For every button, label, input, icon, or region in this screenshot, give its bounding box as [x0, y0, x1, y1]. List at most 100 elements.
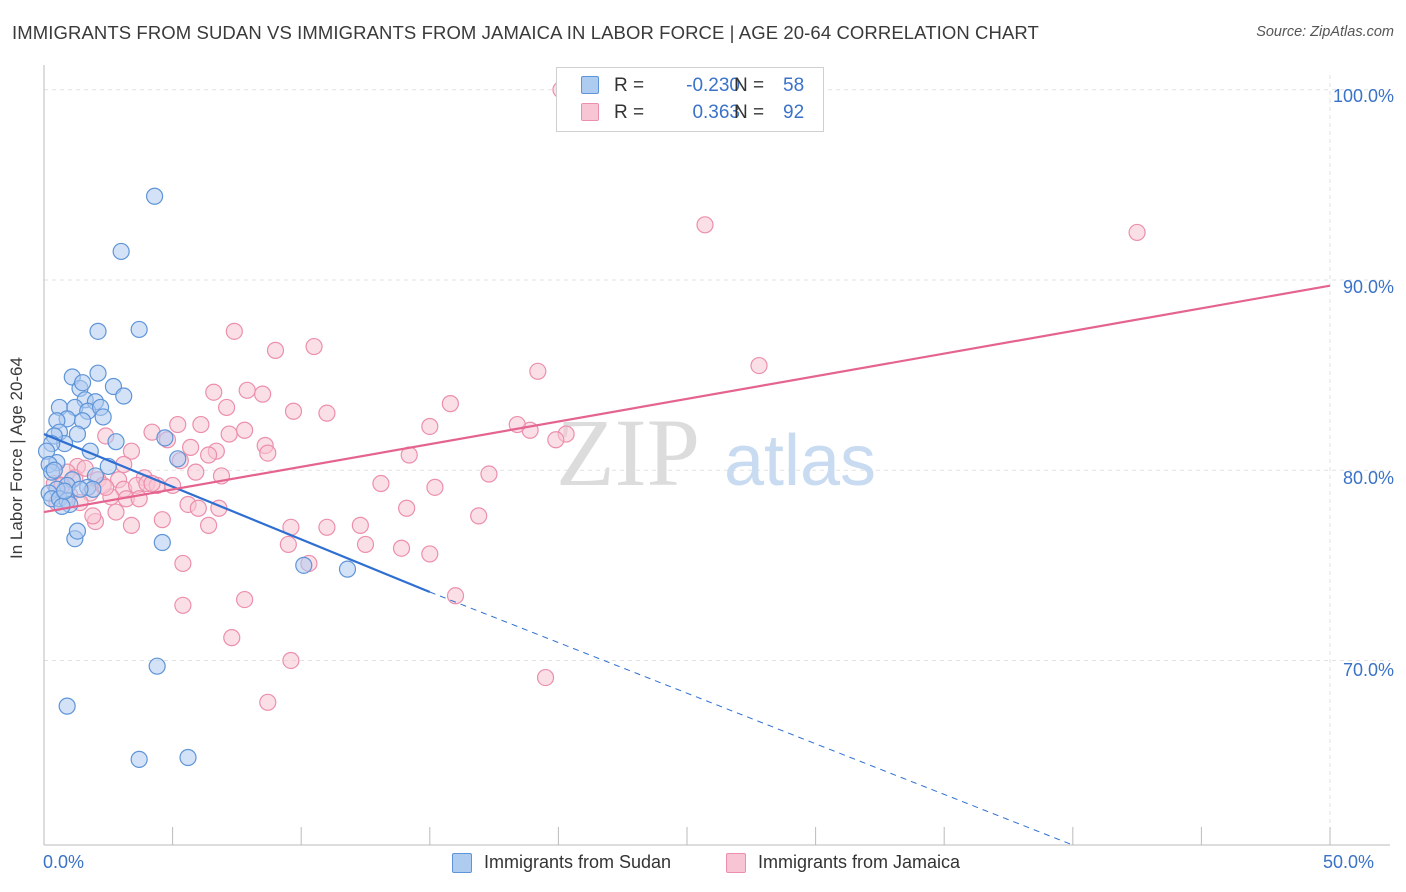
- jamaica-point-63: [122, 516, 141, 534]
- sudan-point-0: [145, 187, 164, 205]
- jamaica-point-14: [318, 404, 336, 422]
- sudan-point-2: [89, 322, 107, 340]
- jamaica-point-1: [696, 216, 714, 234]
- sudan-point-42: [53, 497, 71, 515]
- jamaica-point-80: [259, 693, 277, 711]
- jamaica-point-62: [153, 511, 171, 529]
- jamaica-point-77: [223, 629, 241, 647]
- jamaica-point-58: [398, 499, 416, 517]
- jamaica-point-12: [218, 398, 236, 417]
- sudan-point-44: [156, 429, 174, 447]
- jamaica-point-36: [480, 465, 498, 483]
- sudan-point-21: [68, 425, 87, 443]
- jamaica-point-2: [1128, 223, 1146, 242]
- x-tick-label-min: 0.0%: [43, 852, 85, 872]
- jamaica-point-74: [446, 587, 465, 605]
- jamaica-point-78: [282, 651, 300, 670]
- series-jamaica-points: [45, 81, 1146, 711]
- jamaica-point-69: [356, 535, 375, 554]
- legend-n-label: N =: [734, 102, 765, 123]
- x-tick-label-max: 50.0%: [1323, 852, 1375, 872]
- jamaica-point-16: [421, 417, 439, 436]
- sudan-point-49: [338, 560, 357, 578]
- legend-r-label: R =: [614, 75, 645, 96]
- sudan-point-55: [71, 480, 89, 498]
- sudan-point-47: [153, 533, 171, 552]
- jamaica-point-88: [372, 474, 390, 493]
- sudan-point-50: [148, 657, 166, 675]
- jamaica-point-85: [84, 507, 102, 525]
- trendline-sudan: [43, 433, 431, 593]
- sudan-point-43: [169, 450, 187, 468]
- sudan-point-4: [89, 364, 107, 382]
- sudan-point-52: [130, 750, 148, 768]
- legend-r-label: R =: [614, 102, 645, 123]
- series-sudan-points: [37, 187, 357, 768]
- jamaica-point-91: [169, 415, 187, 434]
- gridlines: [44, 75, 1390, 845]
- jamaica-point-9: [238, 381, 256, 399]
- y-tick-label-70: 70.0%: [1342, 660, 1394, 680]
- watermark: ZIP atlas: [556, 399, 876, 506]
- jamaica-point-26: [182, 438, 200, 456]
- trendlines: [43, 284, 1331, 846]
- jamaica-point-13: [284, 402, 303, 420]
- jamaica-point-5: [305, 337, 323, 356]
- jamaica-point-43: [426, 478, 444, 496]
- bottom-legend-label-sudan: Immigrants from Sudan: [484, 852, 672, 872]
- legend-swatch-jamaica: [581, 103, 599, 121]
- y-tick-label-80: 80.0%: [1342, 468, 1394, 488]
- chart-title: IMMIGRANTS FROM SUDAN VS IMMIGRANTS FROM…: [12, 22, 1039, 43]
- jamaica-point-22: [547, 431, 565, 449]
- jamaica-point-60: [470, 507, 488, 525]
- legend-r-value-sudan: -0.230: [686, 75, 740, 96]
- jamaica-point-70: [392, 539, 411, 557]
- bottom-legend-swatch-jamaica: [726, 853, 746, 873]
- jamaica-point-59: [107, 503, 125, 521]
- jamaica-point-10: [254, 385, 272, 403]
- sudan-point-1: [112, 242, 130, 261]
- jamaica-point-15: [192, 415, 210, 434]
- sudan-point-57: [45, 461, 63, 479]
- legend-swatch-sudan: [581, 76, 599, 94]
- axes: [43, 65, 1390, 846]
- jamaica-point-75: [174, 596, 192, 614]
- sudan-point-26: [107, 433, 125, 451]
- jamaica-point-8: [205, 383, 223, 401]
- bottom-legend-swatch-sudan: [452, 853, 472, 873]
- sudan-point-16: [94, 408, 112, 426]
- jamaica-point-7: [529, 362, 547, 380]
- jamaica-point-72: [174, 554, 192, 573]
- trendline-sudan-extrapolated: [429, 591, 1073, 846]
- jamaica-point-35: [187, 463, 205, 481]
- jamaica-point-68: [279, 535, 297, 554]
- bottom-legend-label-jamaica: Immigrants from Jamaica: [758, 852, 961, 872]
- sudan-point-51: [58, 697, 76, 715]
- jamaica-point-29: [122, 442, 141, 460]
- jamaica-point-30: [200, 446, 218, 464]
- jamaica-point-64: [200, 516, 218, 534]
- jamaica-point-4: [266, 341, 285, 359]
- legend-n-value-jamaica: 92: [783, 102, 805, 123]
- jamaica-point-84: [130, 490, 148, 508]
- source-label: Source: ZipAtlas.com: [1256, 24, 1394, 40]
- jamaica-point-67: [351, 516, 369, 534]
- jamaica-point-57: [189, 499, 207, 517]
- jamaica-point-76: [236, 590, 254, 609]
- sudan-point-3: [130, 320, 148, 339]
- sudan-point-53: [179, 748, 197, 767]
- watermark-zip: ZIP: [556, 399, 700, 506]
- legend-r-value-jamaica: 0.363: [692, 102, 740, 123]
- jamaica-point-20: [236, 421, 254, 439]
- y-axis-label: In Labor Force | Age 20-64: [7, 357, 26, 559]
- legend-n-value-sudan: 58: [783, 75, 805, 96]
- jamaica-point-66: [318, 518, 336, 536]
- sudan-point-7: [73, 374, 92, 392]
- watermark-atlas: atlas: [724, 421, 876, 501]
- jamaica-point-19: [220, 425, 238, 443]
- trendline-jamaica: [43, 284, 1331, 514]
- sudan-point-54: [55, 482, 74, 500]
- y-tick-label-100: 100.0%: [1332, 86, 1394, 106]
- sudan-point-9: [115, 387, 133, 405]
